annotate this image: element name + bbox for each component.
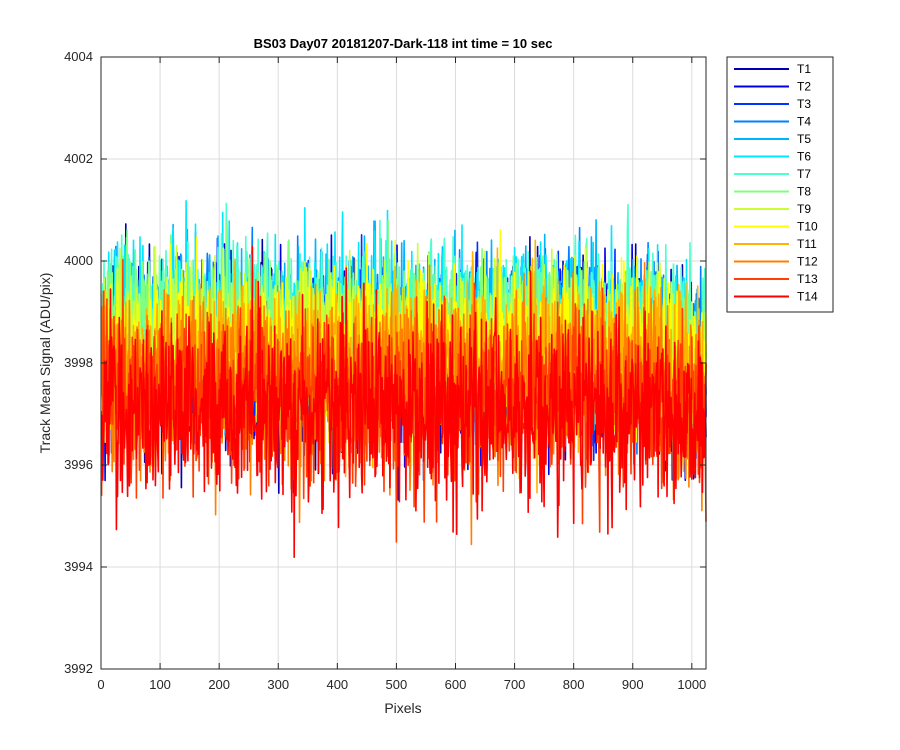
legend-label-t2: T2: [797, 80, 811, 94]
x-tick-label: 700: [504, 677, 526, 692]
legend-label-t13: T13: [797, 272, 818, 286]
legend[interactable]: T1 T2 T3 T4 T5 T6 T7 T8 T9 T10 T11 T12 T13 T14: [726, 56, 834, 313]
x-tick-label: 1000: [677, 677, 706, 692]
x-tick-label: 400: [326, 677, 348, 692]
legend-label-t14: T14: [797, 290, 818, 304]
legend-label-t9: T9: [797, 202, 811, 216]
series-line-t14: [100, 245, 707, 559]
y-tick-label: 4004: [64, 49, 93, 64]
y-axis-label: Track Mean Signal (ADU/pix): [37, 273, 53, 454]
legend-label-t1: T1: [797, 62, 811, 76]
y-tick-label: 3994: [64, 559, 93, 574]
series-lines: [100, 200, 707, 559]
legend-label-t8: T8: [797, 185, 811, 199]
y-tick-label: 4002: [64, 151, 93, 166]
x-axis-label: Pixels: [384, 700, 421, 716]
x-tick-label: 600: [445, 677, 467, 692]
x-tick-label: 0: [97, 677, 104, 692]
legend-label-t6: T6: [797, 150, 811, 164]
axis-ticks: 0 100 200 300 400 500 600 700 800 900 1000 3992 3994…: [64, 49, 706, 692]
x-tick-label: 100: [149, 677, 171, 692]
y-tick-label: 4000: [64, 253, 93, 268]
legend-label-t12: T12: [797, 255, 818, 269]
legend-label-t5: T5: [797, 132, 811, 146]
x-tick-label: 300: [267, 677, 289, 692]
legend-label-t7: T7: [797, 167, 811, 181]
y-tick-label: 3998: [64, 355, 93, 370]
legend-box: [726, 56, 834, 313]
y-tick-label: 3992: [64, 661, 93, 676]
legend-label-t4: T4: [797, 115, 811, 129]
x-tick-label: 900: [622, 677, 644, 692]
legend-label-t3: T3: [797, 97, 811, 111]
x-tick-label: 200: [208, 677, 230, 692]
y-tick-label: 3996: [64, 457, 93, 472]
legend-label-t11: T11: [797, 237, 817, 251]
x-tick-label: 800: [563, 677, 585, 692]
chart-title: BS03 Day07 20181207-Dark-118 int time = …: [254, 36, 553, 51]
legend-label-t10: T10: [797, 220, 818, 234]
x-tick-label: 500: [386, 677, 408, 692]
